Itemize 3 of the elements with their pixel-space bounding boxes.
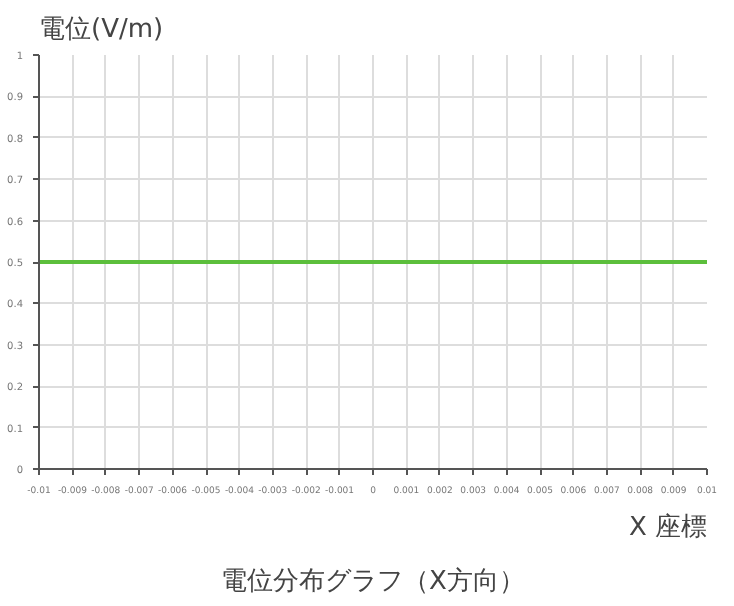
y-axis-title: 電位(V/m) xyxy=(39,15,164,45)
x-axis-title: X 座標 xyxy=(628,511,708,543)
text: 電位分布グラフ（X方向） xyxy=(221,565,525,597)
